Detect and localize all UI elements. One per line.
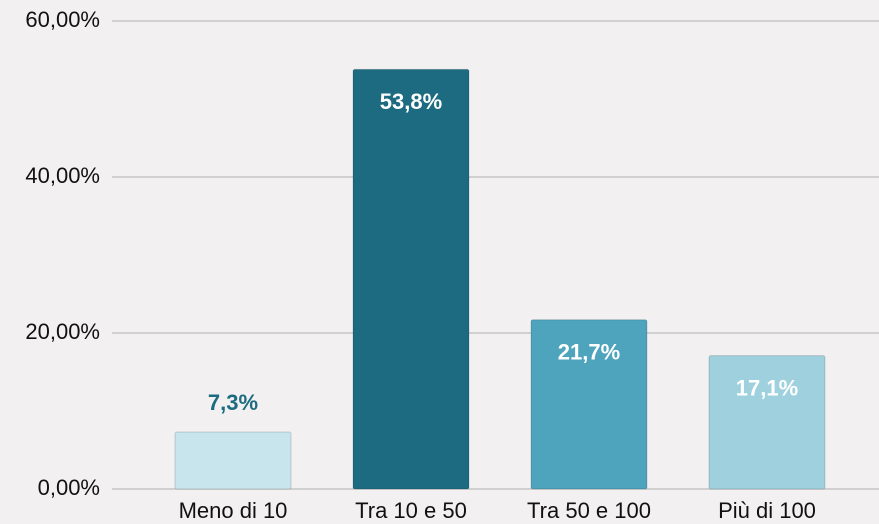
y-tick-label: 0,00% [38,475,100,500]
value-label: 7,3% [208,390,258,415]
value-label: 53,8% [380,89,442,114]
x-tick-label: Tra 50 e 100 [527,498,651,523]
bar [708,355,826,490]
y-tick-label: 40,00% [25,163,100,188]
y-tick-label: 60,00% [25,7,100,32]
x-tick-label: Meno di 10 [179,498,288,523]
value-label: 21,7% [558,340,620,365]
value-label: 17,1% [736,375,798,400]
bar [174,431,292,490]
x-tick-label: Più di 100 [718,498,816,523]
bar [530,319,648,490]
y-tick-label: 20,00% [25,319,100,344]
bar [352,68,470,490]
x-tick-label: Tra 10 e 50 [355,498,467,523]
